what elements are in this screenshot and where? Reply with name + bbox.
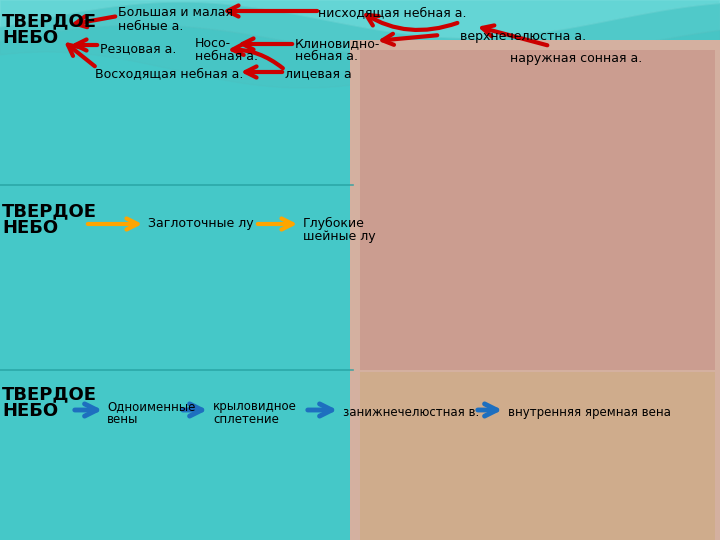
FancyBboxPatch shape xyxy=(360,372,715,540)
Text: небные а.: небные а. xyxy=(118,20,184,33)
Text: Глубокие: Глубокие xyxy=(303,217,365,230)
Text: вены: вены xyxy=(107,413,138,426)
Text: нисходящая небная а.: нисходящая небная а. xyxy=(318,6,467,19)
Text: шейные лу: шейные лу xyxy=(303,230,376,243)
Text: Большая и малая: Большая и малая xyxy=(118,6,233,19)
Text: ТВЕРДОЕ: ТВЕРДОЕ xyxy=(2,385,97,403)
Text: лицевая а: лицевая а xyxy=(285,67,352,80)
Text: крыловидное: крыловидное xyxy=(213,400,297,413)
Text: ТВЕРДОЕ: ТВЕРДОЕ xyxy=(2,12,97,30)
Text: Одноименные: Одноименные xyxy=(107,400,195,413)
FancyBboxPatch shape xyxy=(360,50,715,370)
FancyBboxPatch shape xyxy=(350,40,720,540)
Text: верхнечелюстна а.: верхнечелюстна а. xyxy=(460,30,586,43)
Text: Заглоточные лу: Заглоточные лу xyxy=(148,217,253,230)
Text: Восходящая небная а.: Восходящая небная а. xyxy=(95,67,243,80)
Text: ТВЕРДОЕ: ТВЕРДОЕ xyxy=(2,202,97,220)
Text: внутренняя яремная вена: внутренняя яремная вена xyxy=(508,406,671,419)
Text: НЕБО: НЕБО xyxy=(2,402,58,420)
Text: НЕБО: НЕБО xyxy=(2,219,58,237)
Text: Клиновидно-: Клиновидно- xyxy=(295,37,380,50)
Text: Носо-: Носо- xyxy=(195,37,231,50)
Text: НЕБО: НЕБО xyxy=(2,29,58,47)
Text: небная а.: небная а. xyxy=(295,50,358,63)
Text: сплетение: сплетение xyxy=(213,413,279,426)
Text: наружная сонная а.: наружная сонная а. xyxy=(510,52,642,65)
Text: занижнечелюстная в.: занижнечелюстная в. xyxy=(343,406,480,419)
Text: Резцовая а.: Резцовая а. xyxy=(100,42,176,55)
Text: небная а.: небная а. xyxy=(195,50,258,63)
